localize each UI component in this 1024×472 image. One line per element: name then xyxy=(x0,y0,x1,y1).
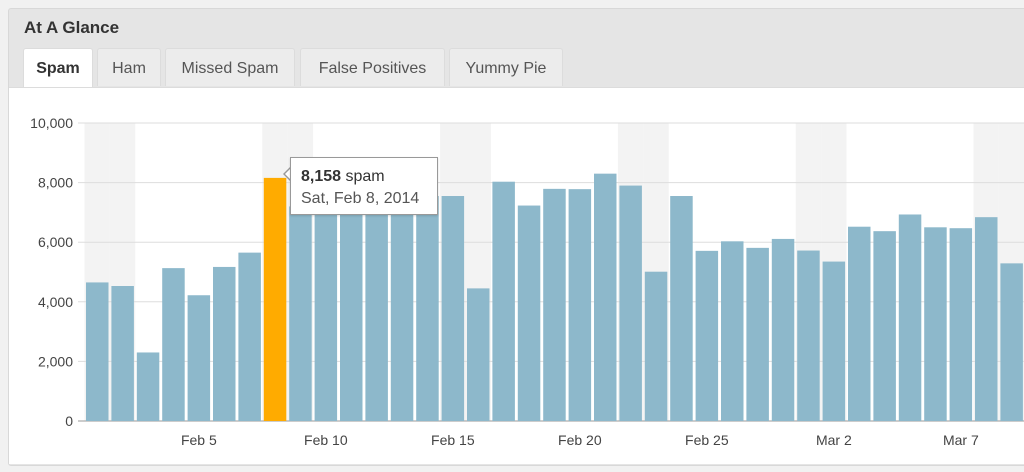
bar[interactable] xyxy=(467,288,490,421)
bar[interactable] xyxy=(365,203,388,421)
bar[interactable] xyxy=(949,228,973,421)
bar[interactable] xyxy=(187,295,211,421)
bar[interactable] xyxy=(975,217,998,421)
bar[interactable] xyxy=(86,282,109,421)
x-axis-ticks: Feb 5 Feb 10 Feb 15 Feb 20 Feb 25 Mar 2 Mar 7 xyxy=(181,432,979,448)
bar[interactable] xyxy=(848,226,871,421)
bar[interactable] xyxy=(416,196,439,421)
x-tick-label: Feb 25 xyxy=(685,432,729,448)
bar[interactable] xyxy=(898,214,922,421)
tooltip-unit: spam xyxy=(345,168,385,185)
x-tick-label: Mar 7 xyxy=(943,432,979,448)
x-tick-label: Feb 15 xyxy=(431,432,475,448)
bar[interactable] xyxy=(162,268,185,421)
x-tick-label: Feb 10 xyxy=(304,432,348,448)
bars xyxy=(86,173,1023,422)
bar[interactable] xyxy=(136,352,160,421)
y-tick-label: 4,000 xyxy=(38,294,73,310)
bar[interactable] xyxy=(390,197,414,422)
bar[interactable] xyxy=(721,241,744,421)
bar[interactable] xyxy=(822,261,846,421)
y-tick-label: 10,000 xyxy=(30,115,73,131)
bar[interactable] xyxy=(619,185,642,421)
x-tick-label: Mar 2 xyxy=(816,432,852,448)
bar[interactable] xyxy=(213,266,236,421)
y-tick-label: 2,000 xyxy=(38,353,73,369)
y-tick-label: 6,000 xyxy=(38,234,73,250)
bar[interactable] xyxy=(873,231,896,421)
x-tick-label: Feb 20 xyxy=(558,432,602,448)
bar[interactable] xyxy=(1000,263,1023,421)
y-tick-label: 8,000 xyxy=(38,175,73,191)
bar[interactable] xyxy=(924,227,947,421)
tooltip-date: Sat, Feb 8, 2014 xyxy=(301,190,420,207)
bar[interactable] xyxy=(340,212,363,421)
tab-missed-spam[interactable]: Missed Spam xyxy=(165,48,295,86)
bar[interactable] xyxy=(746,247,769,421)
bar-tooltip: 8,158 spam Sat, Feb 8, 2014 xyxy=(290,157,438,215)
bar[interactable] xyxy=(289,206,312,421)
bar[interactable] xyxy=(670,196,693,421)
bar[interactable] xyxy=(314,209,338,421)
tooltip-arrow-inner xyxy=(285,167,292,181)
bar[interactable] xyxy=(797,250,820,421)
tab-yummy-pie[interactable]: Yummy Pie xyxy=(449,48,563,86)
y-tick-label: 0 xyxy=(65,413,73,429)
bar[interactable] xyxy=(594,173,617,421)
y-axis-ticks: 0 2,000 4,000 6,000 8,000 10,000 xyxy=(30,115,73,429)
bar[interactable] xyxy=(238,252,261,421)
chart-area: 0 2,000 4,000 6,000 8,000 10,000 Feb 5 Feb 10 F… xyxy=(9,87,1024,464)
x-tick-label: Feb 5 xyxy=(181,432,217,448)
bar[interactable] xyxy=(441,196,465,421)
bar[interactable] xyxy=(111,286,134,421)
bar[interactable] xyxy=(492,181,515,421)
bar[interactable] xyxy=(543,188,566,421)
bar[interactable] xyxy=(644,271,668,421)
tab-spam[interactable]: Spam xyxy=(23,48,93,88)
tooltip-value: 8,158 xyxy=(301,168,342,185)
bar[interactable] xyxy=(568,189,592,421)
panel-title: At A Glance xyxy=(24,18,120,37)
bar[interactable] xyxy=(517,205,541,421)
bar[interactable] xyxy=(695,250,719,421)
tab-ham[interactable]: Ham xyxy=(97,48,161,86)
bar-highlighted[interactable] xyxy=(263,177,287,421)
bar[interactable] xyxy=(771,238,795,421)
tab-false-positives[interactable]: False Positives xyxy=(300,48,445,86)
